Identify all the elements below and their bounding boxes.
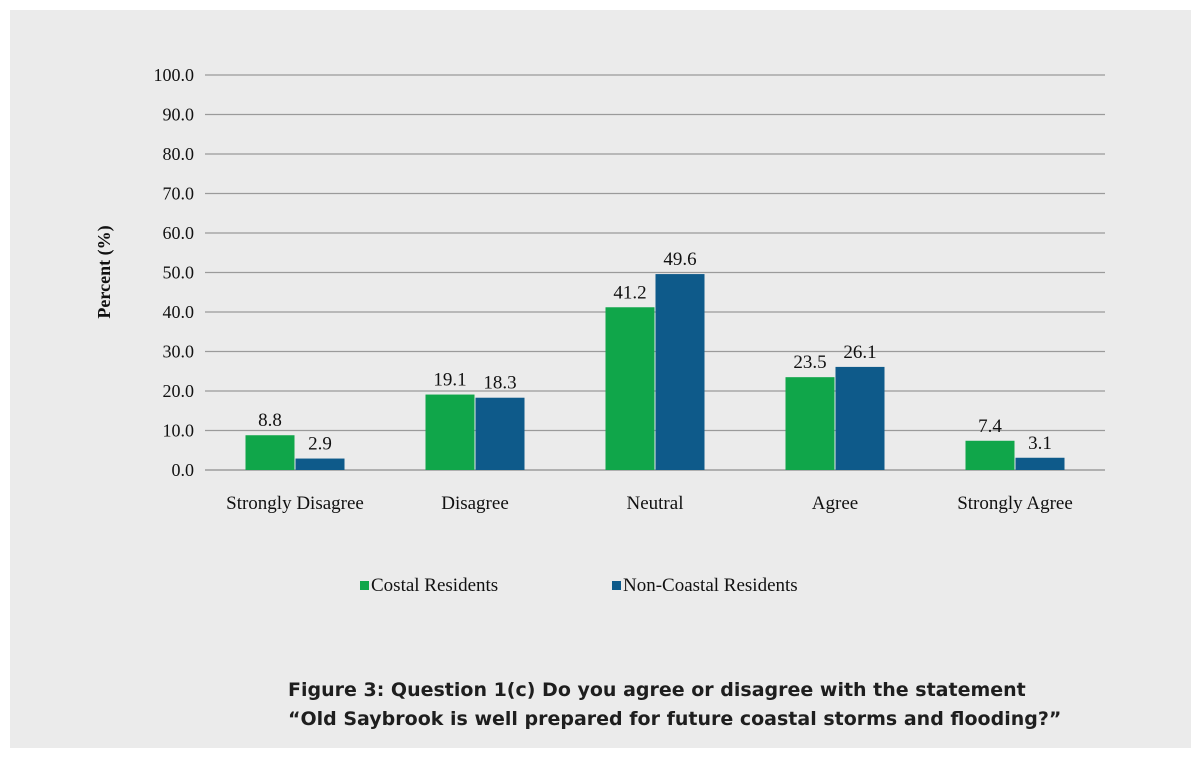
caption-line-2: “Old Saybrook is well prepared for futur… xyxy=(288,708,1062,730)
x-tick-label: Strongly Agree xyxy=(957,493,1073,514)
data-label: 7.4 xyxy=(978,416,1002,437)
data-label: 19.1 xyxy=(433,370,466,391)
data-label: 26.1 xyxy=(843,342,876,363)
x-tick-label: Agree xyxy=(812,493,858,514)
data-label: 2.9 xyxy=(308,434,332,455)
legend-entry: Costal Residents xyxy=(371,575,498,596)
legend-swatch xyxy=(612,581,621,590)
bar xyxy=(605,307,655,470)
bar xyxy=(785,377,835,470)
bar xyxy=(475,397,525,470)
data-label: 49.6 xyxy=(663,249,696,270)
y-tick-label: 0.0 xyxy=(172,460,195,480)
y-tick-label: 40.0 xyxy=(163,302,195,322)
x-tick-label: Strongly Disagree xyxy=(226,493,364,514)
y-tick-label: 30.0 xyxy=(163,342,195,362)
y-tick-label: 10.0 xyxy=(163,421,195,441)
bar xyxy=(835,366,885,470)
legend-swatch xyxy=(360,581,369,590)
bar xyxy=(295,458,345,470)
x-tick-label: Neutral xyxy=(627,493,684,514)
y-axis-label: Percent (%) xyxy=(94,225,115,318)
caption-line-1: Figure 3: Question 1(c) Do you agree or … xyxy=(288,679,1026,701)
bar xyxy=(1015,457,1065,470)
x-tick-label: Disagree xyxy=(441,493,509,514)
data-label: 41.2 xyxy=(613,282,646,303)
bar xyxy=(425,394,475,470)
bar xyxy=(245,435,295,470)
y-tick-label: 70.0 xyxy=(163,184,195,204)
figure-caption: Figure 3: Question 1(c) Do you agree or … xyxy=(288,676,1168,734)
data-label: 8.8 xyxy=(258,410,282,431)
bar xyxy=(965,440,1015,470)
y-tick-label: 90.0 xyxy=(163,105,195,125)
data-label: 3.1 xyxy=(1028,433,1052,454)
bar xyxy=(655,274,705,470)
data-label: 18.3 xyxy=(483,373,516,394)
y-tick-label: 50.0 xyxy=(163,263,195,283)
y-tick-label: 20.0 xyxy=(163,381,195,401)
y-tick-label: 100.0 xyxy=(154,65,195,85)
y-tick-label: 80.0 xyxy=(163,144,195,164)
data-label: 23.5 xyxy=(793,352,826,373)
chart-panel xyxy=(10,10,1191,748)
y-tick-label: 60.0 xyxy=(163,223,195,243)
legend-entry: Non-Coastal Residents xyxy=(623,575,798,596)
